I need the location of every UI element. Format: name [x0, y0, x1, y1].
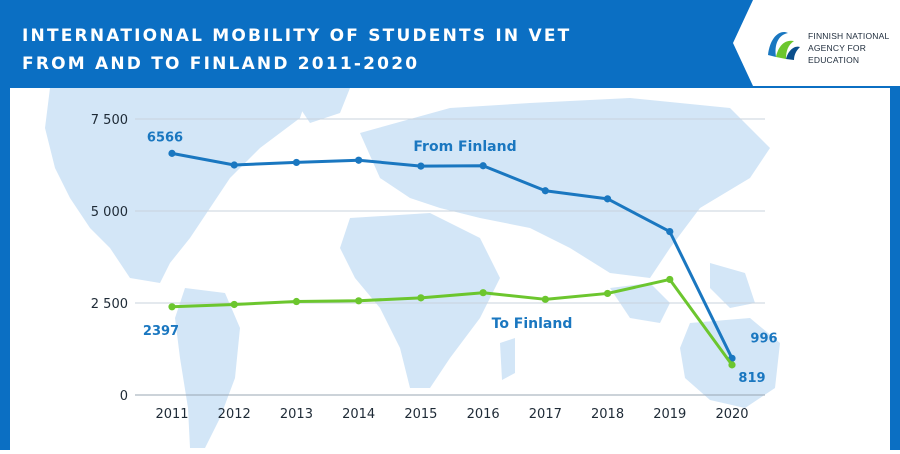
data-point: [355, 156, 363, 164]
series-group: [168, 149, 736, 369]
x-tick-label: 2019: [653, 407, 686, 422]
data-point: [541, 295, 549, 303]
data-point: [728, 361, 736, 369]
x-tick-label: 2017: [529, 407, 562, 422]
x-tick-label: 2012: [218, 407, 251, 422]
data-point: [479, 289, 487, 297]
data-point: [292, 158, 301, 167]
logo-notch: [733, 0, 753, 86]
title-line-1: INTERNATIONAL MOBILITY OF STUDENTS IN VE…: [22, 26, 572, 46]
x-tick-label: 2016: [467, 407, 500, 422]
x-tick-label: 2020: [715, 407, 748, 422]
data-point: [479, 162, 487, 170]
series-name-label: To Finland: [492, 316, 573, 332]
data-point: [666, 275, 674, 284]
x-axis-ticks: 2011 2012 2013 2014 2015 2016 2017 2018 2019 2020: [155, 407, 748, 422]
x-tick-label: 2011: [155, 407, 188, 422]
data-point: [168, 149, 176, 157]
data-point: [355, 297, 363, 305]
x-tick-label: 2014: [342, 407, 375, 422]
agency-name-line-2: AGENCY FOR EDUCATION: [808, 43, 867, 65]
data-label: 996: [750, 331, 777, 346]
data-label: 2397: [143, 324, 179, 339]
data-label: 819: [738, 371, 765, 386]
logo-panel: [733, 0, 900, 86]
data-point: [292, 297, 301, 306]
chart-title: INTERNATIONAL MOBILITY OF STUDENTS IN VE…: [22, 22, 571, 78]
title-line-2: FROM AND TO FINLAND 2011-2020: [22, 54, 420, 74]
agency-name: FINNISH NATIONAL AGENCY FOR EDUCATION: [808, 30, 900, 66]
data-point: [417, 162, 425, 170]
series-line: [171, 151, 734, 360]
data-labels: From Finland To Finland 6566 2397 996 819: [143, 130, 778, 385]
data-point: [541, 187, 549, 195]
data-point: [603, 289, 612, 298]
data-label: 6566: [147, 130, 183, 145]
data-point: [230, 161, 238, 169]
data-point: [417, 294, 425, 302]
x-tick-label: 2018: [591, 407, 624, 422]
agency-name-line-1: FINNISH NATIONAL: [808, 31, 890, 41]
x-tick-label: 2015: [404, 407, 437, 422]
y-tick-label: 5 000: [91, 205, 128, 220]
x-tick-label: 2013: [280, 407, 313, 422]
y-tick-label: 2 500: [91, 297, 128, 312]
series-name-label: From Finland: [413, 139, 516, 155]
data-point: [603, 195, 612, 203]
data-point: [168, 303, 176, 311]
y-tick-label: 0: [120, 389, 128, 404]
data-point: [230, 300, 238, 309]
data-point: [666, 228, 674, 236]
agency-logo-icon: [768, 31, 800, 60]
y-axis-ticks: 0 2 500 5 000 7 500: [91, 113, 128, 404]
y-tick-label: 7 500: [91, 113, 128, 128]
series-line: [171, 277, 734, 366]
